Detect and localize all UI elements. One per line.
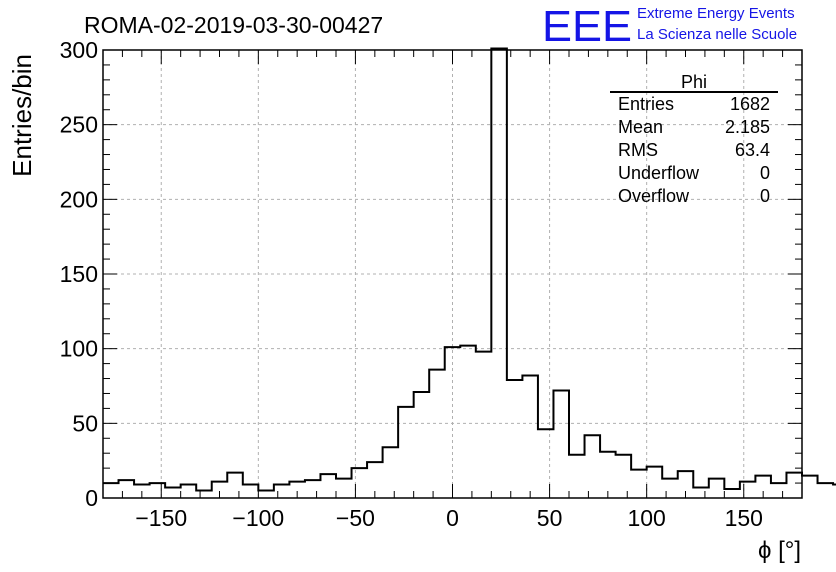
y-tick-label: 250 <box>60 112 98 138</box>
y-tick-labels: 0 50 100 150 200 250 300 <box>60 37 98 511</box>
x-tick-label: 50 <box>537 505 563 531</box>
stats-row-label: Entries <box>618 94 674 114</box>
stats-row-label: Underflow <box>618 163 700 183</box>
stats-row-value: 0 <box>760 186 770 206</box>
y-axis-label: Entries/bin <box>7 54 37 177</box>
grid <box>103 49 802 498</box>
stats-box-title: Phi <box>681 72 707 92</box>
x-tick-label: −50 <box>336 505 375 531</box>
stats-row-value: 63.4 <box>735 140 770 160</box>
stats-row-value: 0 <box>760 163 770 183</box>
x-tick-label: 0 <box>446 505 459 531</box>
x-tick-label: −150 <box>135 505 187 531</box>
stats-box: Phi Entries 1682 Mean 2.185 RMS 63.4 Underflow… <box>610 72 778 206</box>
eee-logo: EEE Extreme Energy Events La Scienza nel… <box>542 2 797 51</box>
x-tick-label: −100 <box>232 505 284 531</box>
x-axis-label: ϕ [°] <box>758 537 801 564</box>
stats-row-label: Mean <box>618 117 663 137</box>
x-tick-labels: −150 −100 −50 0 50 100 150 <box>135 505 763 531</box>
stats-row-label: Overflow <box>618 186 690 206</box>
eee-logo-mark: EEE <box>542 2 632 51</box>
y-tick-label: 300 <box>60 37 98 63</box>
y-tick-label: 100 <box>60 336 98 362</box>
stats-row-value: 2.185 <box>725 117 770 137</box>
eee-logo-line2: La Scienza nelle Scuole <box>637 26 797 43</box>
y-tick-label: 50 <box>72 410 98 436</box>
x-tick-label: 150 <box>725 505 763 531</box>
stats-row-value: 1682 <box>730 94 770 114</box>
y-tick-label: 0 <box>85 485 98 511</box>
stats-rows: Entries 1682 Mean 2.185 RMS 63.4 Underflow 0 Ove… <box>618 94 770 206</box>
plot-frame <box>102 49 803 499</box>
y-tick-label: 200 <box>60 186 98 212</box>
histogram-line <box>103 47 836 492</box>
run-title: ROMA-02-2019-03-30-00427 <box>84 12 383 38</box>
stats-row-label: RMS <box>618 140 658 160</box>
eee-logo-line1: Extreme Energy Events <box>637 5 795 22</box>
y-tick-label: 150 <box>60 261 98 287</box>
x-tick-label: 100 <box>627 505 665 531</box>
